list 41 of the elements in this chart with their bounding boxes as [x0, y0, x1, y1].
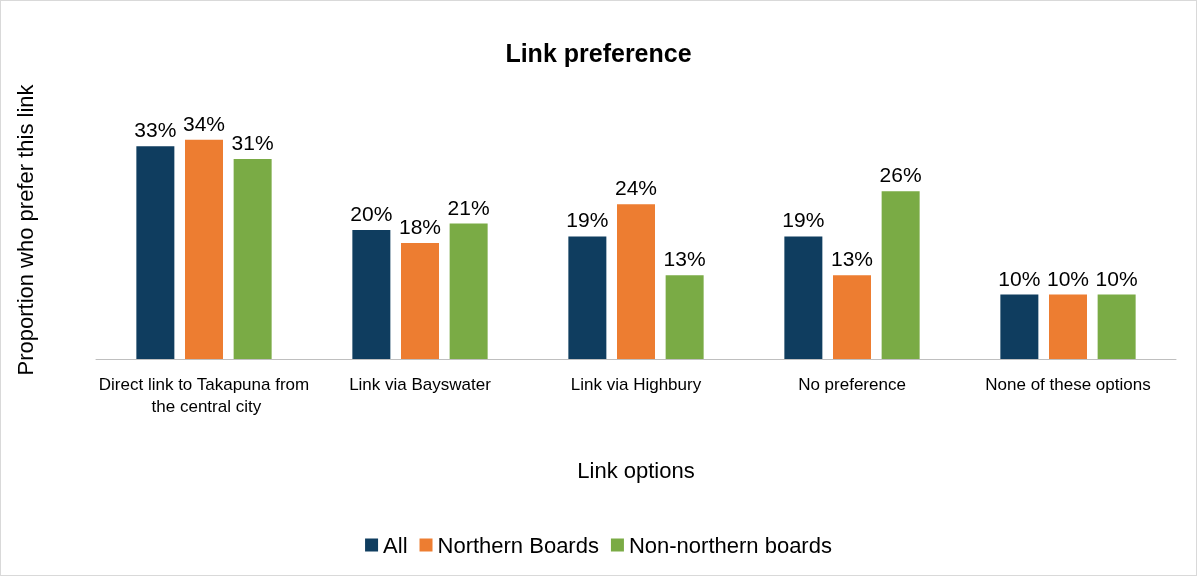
bar — [136, 146, 175, 359]
data-label: 13% — [830, 247, 874, 271]
x-axis-title: Link options — [577, 457, 695, 483]
bar — [617, 204, 655, 359]
bar — [352, 230, 391, 359]
chart-title: Link preference — [505, 38, 692, 67]
x-tick-label: Link via Bayswater — [349, 374, 492, 394]
legend-label: Northern Boards — [437, 532, 599, 558]
bar — [665, 275, 704, 359]
x-tick-label: No preference — [798, 374, 906, 394]
data-label: 31% — [231, 131, 274, 155]
y-axis-title: Proportion who prefer this link — [12, 83, 38, 376]
data-label: 10% — [998, 266, 1041, 290]
bar — [833, 275, 871, 359]
data-label: 19% — [782, 208, 825, 232]
data-label: 18% — [398, 214, 442, 238]
x-tick-label: None of these options — [985, 374, 1151, 394]
bar — [568, 236, 607, 359]
data-label: 10% — [1095, 266, 1138, 290]
bar — [881, 191, 920, 359]
bar — [784, 236, 823, 359]
bar — [401, 242, 439, 359]
data-label: 10% — [1046, 266, 1090, 290]
bar — [1000, 294, 1039, 359]
bar — [185, 139, 223, 359]
data-label: 21% — [447, 195, 490, 219]
bar — [1049, 294, 1087, 359]
data-label: 26% — [879, 163, 922, 187]
bar — [233, 159, 272, 359]
x-tick-label: Direct link to Takapuna from the central city — [98, 374, 310, 416]
bar — [449, 223, 488, 359]
bar — [1097, 294, 1136, 359]
x-tick-label: Link via Highbury — [570, 374, 702, 394]
legend-label: Non-northern boards — [628, 532, 832, 558]
data-label: 24% — [614, 176, 658, 200]
data-label: 34% — [182, 111, 226, 135]
data-label: 19% — [566, 208, 609, 232]
data-label: 13% — [663, 247, 706, 271]
data-label: 33% — [134, 118, 177, 142]
data-label: 20% — [350, 202, 393, 225]
legend-label: All — [383, 532, 408, 558]
